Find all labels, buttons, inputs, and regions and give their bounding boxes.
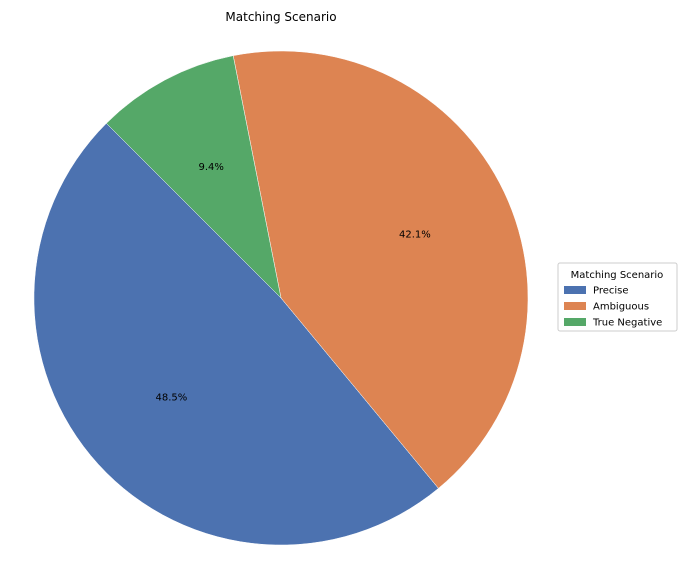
slice-percent-label: 42.1% <box>399 230 431 241</box>
pie-slice-true-negative <box>105 55 282 299</box>
legend-label: Ambiguous <box>593 302 649 313</box>
pie-slices <box>33 50 529 546</box>
pie-slice-precise <box>33 122 439 546</box>
chart-title: Matching Scenario <box>225 10 336 24</box>
legend-box <box>557 262 678 332</box>
pie-slice-ambiguous <box>232 50 529 489</box>
legend-swatch <box>564 286 586 294</box>
legend-items: Precise Ambiguous True Negative <box>564 286 662 329</box>
legend-title: Matching Scenario <box>571 270 664 281</box>
legend-swatch <box>564 302 586 310</box>
slice-percent-label: 48.5% <box>156 393 188 404</box>
pie-slice-labels: 48.5% 42.1% 9.4% <box>156 162 431 404</box>
legend: Matching Scenario Precise Ambiguous True N… <box>557 262 678 332</box>
legend-label: True Negative <box>592 318 662 329</box>
legend-swatch <box>564 318 586 326</box>
slice-percent-label: 9.4% <box>198 162 223 173</box>
legend-label: Precise <box>593 286 629 297</box>
